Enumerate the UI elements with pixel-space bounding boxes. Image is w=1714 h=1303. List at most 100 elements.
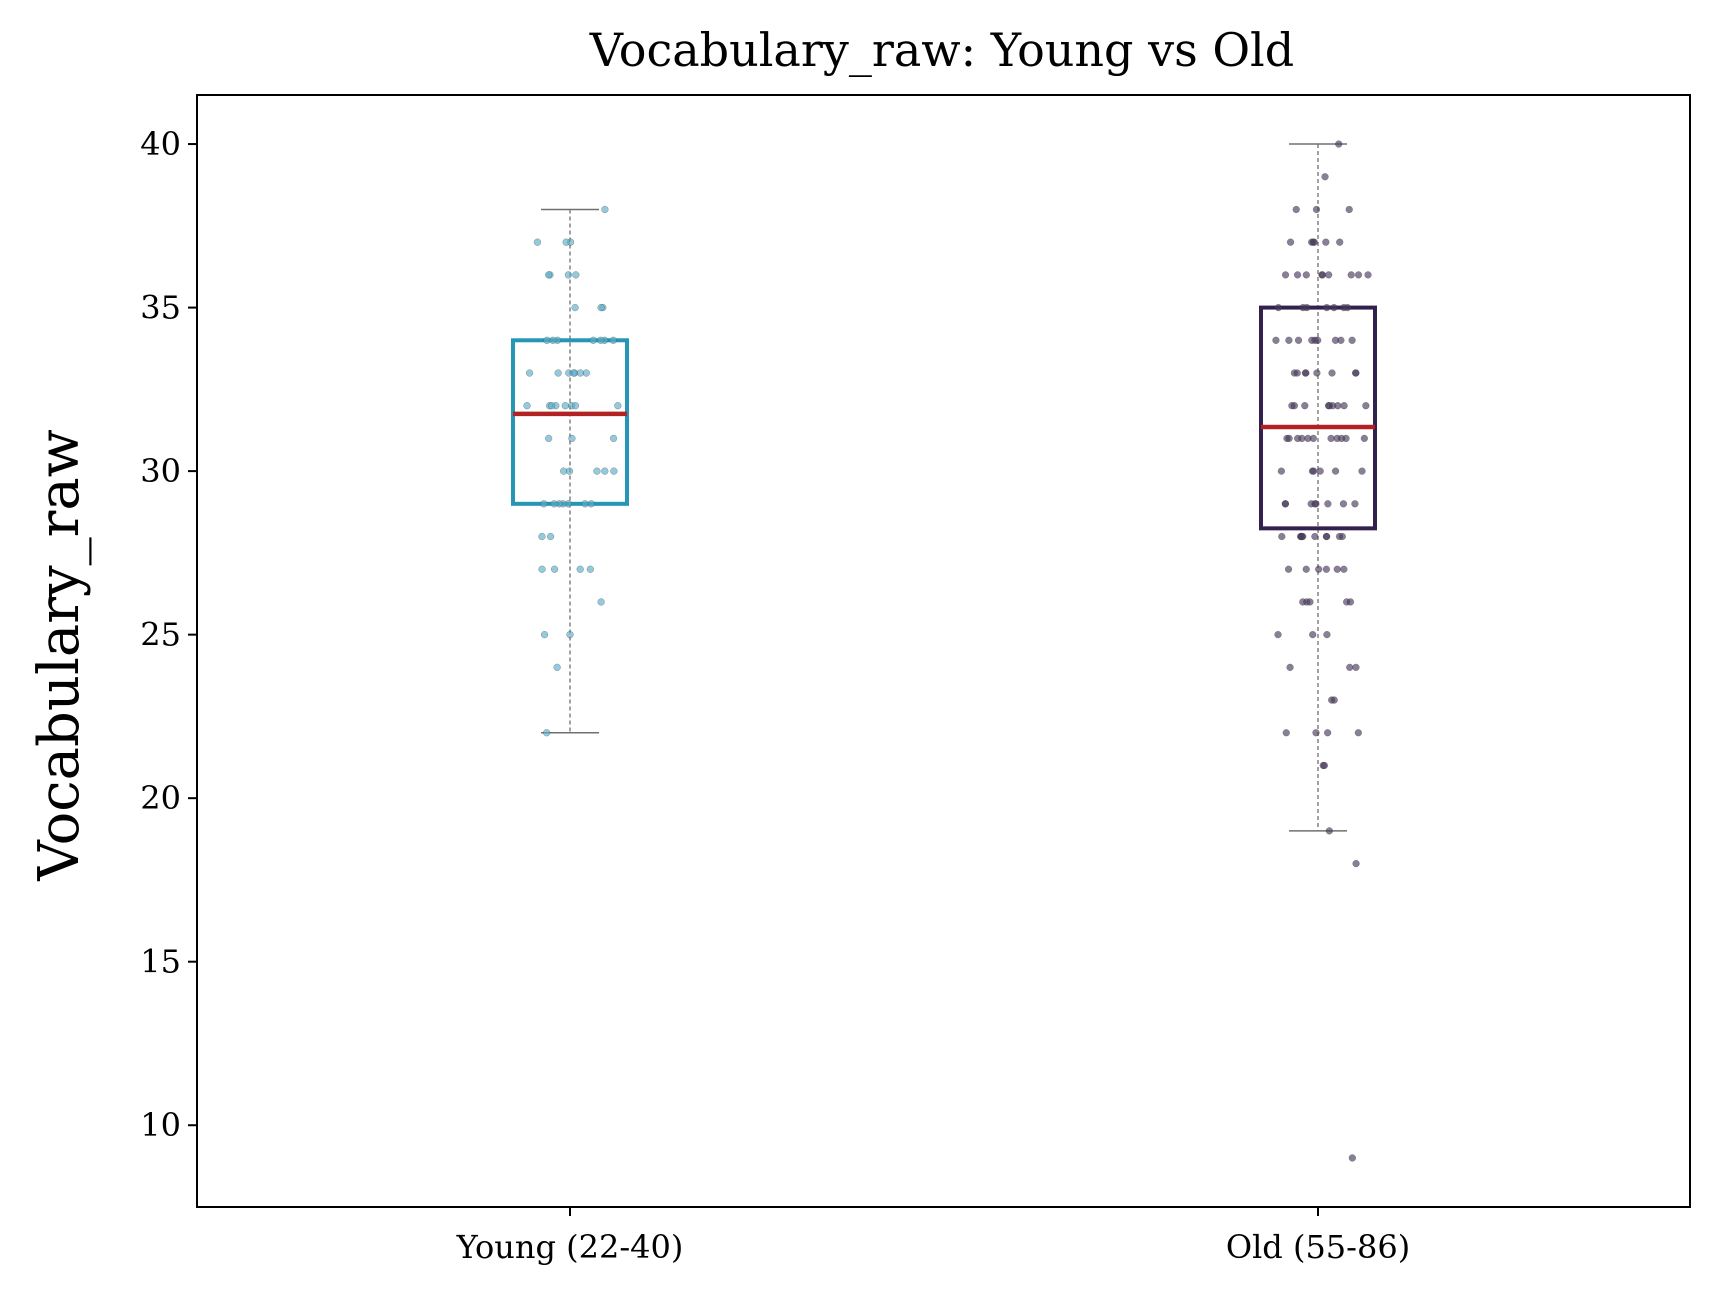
- data-point: [1274, 631, 1282, 639]
- data-point: [545, 271, 553, 279]
- data-point: [1339, 500, 1348, 508]
- data-point: [589, 336, 597, 344]
- data-point: [571, 303, 579, 312]
- data-point: [1301, 402, 1309, 410]
- data-point: [586, 565, 594, 573]
- data-point: [1333, 565, 1341, 573]
- data-point: [1294, 336, 1303, 344]
- data-point: [601, 467, 609, 475]
- data-point: [1347, 271, 1355, 279]
- data-point: [572, 271, 580, 279]
- data-point: [1282, 729, 1290, 737]
- data-point: [1293, 369, 1301, 377]
- data-point: [1325, 402, 1333, 410]
- data-point: [1299, 532, 1307, 541]
- data-point: [587, 500, 595, 508]
- data-point: [1330, 696, 1338, 704]
- data-point: [1306, 598, 1314, 606]
- data-point: [1322, 565, 1330, 573]
- data-point: [562, 238, 570, 246]
- data-point: [546, 532, 555, 541]
- data-point: [1330, 303, 1338, 312]
- y-tick-label: 15: [140, 943, 181, 981]
- data-point: [1286, 238, 1295, 246]
- data-point: [549, 336, 557, 344]
- data-point: [566, 631, 574, 639]
- data-point: [1346, 663, 1354, 671]
- data-point: [1298, 434, 1306, 443]
- data-point: [609, 434, 618, 443]
- data-point: [1281, 271, 1290, 279]
- data-point: [1321, 173, 1329, 181]
- data-point: [1334, 402, 1342, 410]
- data-point: [1312, 729, 1320, 737]
- data-point: [1352, 859, 1360, 868]
- data-point: [576, 565, 584, 573]
- data-point: [1281, 500, 1289, 508]
- data-point: [1311, 500, 1319, 508]
- y-tick-label: 40: [140, 125, 181, 163]
- data-point: [1318, 271, 1326, 279]
- axes: 10 15 20 25 30 35 40 Young (22-40) Old (55-86): [140, 125, 1410, 1266]
- data-point: [1312, 205, 1321, 214]
- data-point: [1309, 238, 1317, 246]
- data-point: [593, 467, 601, 475]
- data-point: [554, 369, 562, 377]
- data-point: [538, 565, 546, 573]
- data-point: [1325, 827, 1333, 835]
- data-point: [1302, 565, 1310, 573]
- data-point: [564, 271, 572, 279]
- data-point: [1325, 271, 1333, 279]
- data-point: [545, 434, 553, 443]
- data-point: [1309, 467, 1318, 475]
- data-point: [550, 500, 558, 508]
- data-point: [1346, 598, 1355, 606]
- box-iqr: [1259, 305, 1377, 531]
- data-point: [1284, 565, 1293, 573]
- data-point: [1313, 369, 1321, 377]
- plot-frame: [196, 94, 1691, 1208]
- data-point: [1327, 434, 1335, 443]
- data-point: [1285, 336, 1293, 344]
- data-point: [1316, 467, 1324, 475]
- data-point: [1293, 271, 1302, 279]
- plot-area: [511, 140, 1377, 1162]
- data-point: [1352, 663, 1360, 671]
- data-point: [565, 467, 574, 475]
- data-point: [568, 434, 576, 443]
- x-tick-label: Young (22-40): [456, 1228, 684, 1266]
- data-point: [1309, 631, 1317, 639]
- data-point: [1323, 631, 1331, 639]
- data-point: [1340, 565, 1348, 573]
- data-point: [1324, 500, 1332, 508]
- data-point: [601, 205, 609, 214]
- data-point: [610, 467, 618, 475]
- y-tick-label: 20: [140, 779, 181, 817]
- y-tick-label: 35: [140, 289, 181, 327]
- data-point: [571, 402, 580, 410]
- data-point: [1340, 402, 1348, 410]
- data-point: [1302, 369, 1310, 377]
- x-tick-label: Old (55-86): [1226, 1228, 1410, 1266]
- data-point: [1299, 303, 1307, 312]
- data-point: [1337, 434, 1346, 443]
- data-point: [1351, 500, 1359, 508]
- data-point: [533, 238, 542, 246]
- y-tick-label: 30: [140, 452, 181, 490]
- data-point: [1320, 761, 1328, 770]
- data-point: [1323, 532, 1331, 541]
- data-point: [1274, 303, 1282, 312]
- data-point: [1354, 729, 1362, 737]
- data-point: [543, 729, 551, 737]
- data-point: [1358, 467, 1366, 475]
- data-point: [548, 402, 556, 410]
- data-point: [1309, 434, 1317, 443]
- data-point: [1328, 369, 1336, 377]
- data-point: [550, 565, 559, 573]
- data-point: [1335, 532, 1344, 541]
- data-point: [597, 303, 605, 312]
- data-point: [1331, 467, 1340, 475]
- data-point: [1348, 336, 1356, 344]
- data-point: [1322, 238, 1330, 246]
